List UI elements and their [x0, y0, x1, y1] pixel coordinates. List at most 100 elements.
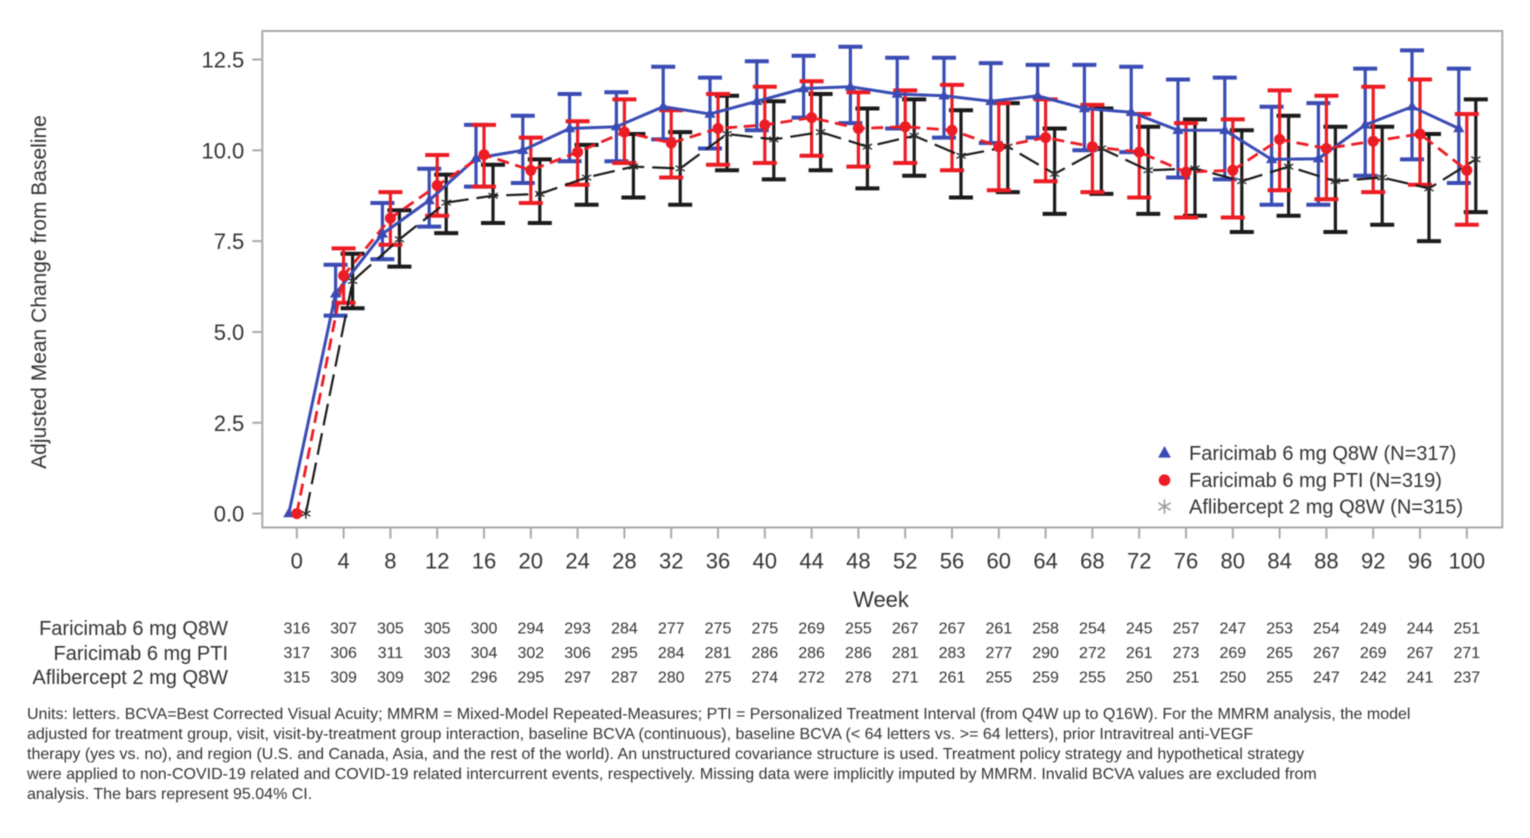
svg-text:0: 0: [291, 549, 303, 574]
svg-text:290: 290: [1032, 645, 1059, 662]
svg-text:40: 40: [753, 549, 777, 574]
svg-text:305: 305: [377, 620, 404, 637]
svg-text:56: 56: [940, 549, 964, 574]
svg-text:64: 64: [1033, 549, 1057, 574]
svg-text:Units: letters. BCVA=Best Corr: Units: letters. BCVA=Best Corrected Visu…: [27, 706, 1410, 723]
svg-text:were applied to non-COVID-19 r: were applied to non-COVID-19 related and…: [26, 766, 1317, 783]
svg-text:7.5: 7.5: [214, 229, 245, 254]
svg-text:8: 8: [384, 549, 396, 574]
svg-text:267: 267: [1407, 645, 1434, 662]
svg-text:20: 20: [519, 549, 543, 574]
svg-text:295: 295: [517, 669, 544, 686]
svg-text:36: 36: [706, 549, 730, 574]
svg-text:88: 88: [1314, 549, 1338, 574]
svg-text:249: 249: [1360, 620, 1387, 637]
svg-text:275: 275: [751, 620, 778, 637]
svg-text:281: 281: [705, 645, 732, 662]
svg-text:257: 257: [1173, 620, 1200, 637]
svg-text:304: 304: [471, 645, 498, 662]
svg-text:300: 300: [471, 620, 498, 637]
svg-text:244: 244: [1407, 620, 1434, 637]
svg-text:5.0: 5.0: [214, 320, 245, 345]
svg-text:254: 254: [1313, 620, 1340, 637]
svg-text:258: 258: [1032, 620, 1059, 637]
svg-text:311: 311: [378, 645, 404, 662]
svg-text:280: 280: [658, 669, 685, 686]
svg-text:32: 32: [659, 549, 683, 574]
svg-text:307: 307: [330, 620, 357, 637]
svg-text:255: 255: [1079, 669, 1106, 686]
svg-text:251: 251: [1173, 669, 1200, 686]
svg-text:255: 255: [845, 620, 872, 637]
svg-text:16: 16: [472, 549, 496, 574]
svg-text:60: 60: [987, 549, 1011, 574]
svg-text:Faricimab 6 mg Q8W (N=317): Faricimab 6 mg Q8W (N=317): [1189, 443, 1456, 465]
svg-text:261: 261: [1126, 645, 1153, 662]
svg-text:315: 315: [283, 669, 310, 686]
svg-text:309: 309: [330, 669, 357, 686]
svg-text:242: 242: [1360, 669, 1387, 686]
svg-text:237: 237: [1453, 669, 1480, 686]
svg-text:274: 274: [751, 669, 778, 686]
svg-text:296: 296: [471, 669, 498, 686]
svg-text:293: 293: [564, 620, 591, 637]
svg-text:Aflibercept 2 mg Q8W: Aflibercept 2 mg Q8W: [32, 667, 228, 689]
svg-text:48: 48: [846, 549, 870, 574]
svg-text:250: 250: [1126, 669, 1153, 686]
svg-text:306: 306: [330, 645, 357, 662]
svg-text:76: 76: [1174, 549, 1198, 574]
svg-text:24: 24: [565, 549, 589, 574]
svg-text:272: 272: [1079, 645, 1106, 662]
svg-text:306: 306: [564, 645, 591, 662]
svg-text:281: 281: [892, 645, 919, 662]
svg-text:297: 297: [564, 669, 591, 686]
svg-text:44: 44: [799, 549, 823, 574]
svg-text:247: 247: [1313, 669, 1340, 686]
svg-text:253: 253: [1266, 620, 1293, 637]
svg-text:12: 12: [425, 549, 449, 574]
svg-text:269: 269: [1360, 645, 1387, 662]
svg-text:277: 277: [985, 645, 1012, 662]
svg-text:295: 295: [611, 645, 638, 662]
svg-text:316: 316: [283, 620, 310, 637]
svg-text:271: 271: [1453, 645, 1480, 662]
svg-text:0.0: 0.0: [214, 502, 245, 527]
svg-text:303: 303: [424, 645, 451, 662]
svg-text:12.5: 12.5: [201, 48, 244, 73]
svg-text:96: 96: [1408, 549, 1432, 574]
svg-text:286: 286: [845, 645, 872, 662]
svg-text:267: 267: [1313, 645, 1340, 662]
svg-text:Faricimab 6 mg Q8W: Faricimab 6 mg Q8W: [39, 618, 228, 640]
svg-text:80: 80: [1221, 549, 1245, 574]
svg-text:72: 72: [1127, 549, 1151, 574]
svg-text:250: 250: [1219, 669, 1246, 686]
svg-text:283: 283: [939, 645, 966, 662]
svg-text:245: 245: [1126, 620, 1153, 637]
svg-text:241: 241: [1407, 669, 1434, 686]
svg-text:259: 259: [1032, 669, 1059, 686]
svg-text:adjusted for treatment group,: adjusted for treatment group, visit, vis…: [27, 726, 1253, 743]
svg-text:286: 286: [751, 645, 778, 662]
svg-text:275: 275: [705, 620, 732, 637]
svg-text:278: 278: [845, 669, 872, 686]
svg-text:Adjusted Mean Change from Base: Adjusted Mean Change from Baseline: [28, 115, 51, 469]
svg-text:302: 302: [424, 669, 451, 686]
svg-text:269: 269: [1219, 645, 1246, 662]
svg-text:261: 261: [985, 620, 1012, 637]
svg-text:247: 247: [1219, 620, 1246, 637]
svg-text:267: 267: [892, 620, 919, 637]
svg-text:294: 294: [517, 620, 544, 637]
svg-text:4: 4: [337, 549, 349, 574]
svg-text:92: 92: [1361, 549, 1385, 574]
svg-text:Faricimab 6 mg PTI: Faricimab 6 mg PTI: [54, 643, 228, 665]
svg-text:analysis. The bars represent 9: analysis. The bars represent 95.04% CI.: [27, 786, 312, 803]
svg-text:84: 84: [1267, 549, 1291, 574]
svg-text:286: 286: [798, 645, 825, 662]
svg-text:302: 302: [517, 645, 544, 662]
svg-text:305: 305: [424, 620, 451, 637]
svg-text:273: 273: [1173, 645, 1200, 662]
svg-text:68: 68: [1080, 549, 1104, 574]
svg-text:261: 261: [939, 669, 966, 686]
svg-text:52: 52: [893, 549, 917, 574]
svg-text:284: 284: [658, 645, 685, 662]
